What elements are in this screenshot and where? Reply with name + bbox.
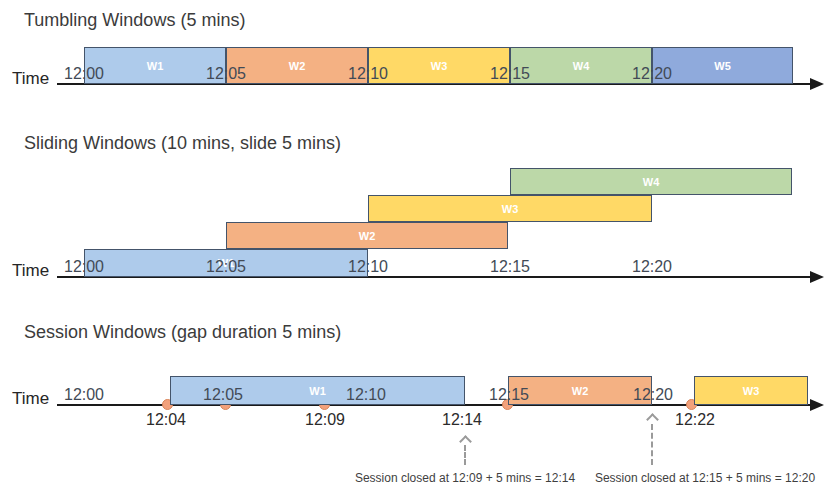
tumbling-tick: 12:00 [64,65,104,83]
tumbling-axis-arrow-icon [810,78,824,90]
sliding-window-w2: W2 [226,222,508,249]
tumbling-window-w1: W1 [84,47,226,84]
session-tick: 12:15 [489,386,529,404]
dashed-arrow-line [651,424,653,465]
window-label: W2 [289,60,306,72]
sliding-tick: 12:00 [64,258,104,276]
session-tick: 12:05 [203,386,243,404]
sliding-title: Sliding Windows (10 mins, slide 5 mins) [24,133,341,154]
tumbling-window-w3: W3 [368,47,510,84]
session-close-caption-2: Session closed at 12:15 + 5 mins = 12:20 [585,471,825,485]
session-title: Session Windows (gap duration 5 mins) [24,322,341,343]
sliding-axis-arrow-icon [810,271,824,283]
tumbling-tick: 12:20 [632,65,672,83]
event-time-label: 12:09 [305,411,345,429]
tumbling-axis-label: Time [12,69,49,89]
session-tick: 12:20 [633,386,673,404]
session-tick: 12:00 [64,386,104,404]
window-label: W3 [431,60,448,72]
tumbling-window-w5: W5 [652,47,793,84]
tumbling-window-w2: W2 [226,47,368,84]
windowing-diagram: Tumbling Windows (5 mins) Time W1 W2 W3 … [0,0,829,498]
event-time-label: 12:04 [146,411,186,429]
tumbling-tick: 12:05 [206,65,246,83]
window-label: W3 [502,203,519,215]
tumbling-tick: 12:15 [490,65,530,83]
session-axis-arrow-icon [810,399,824,411]
dashed-arrow-line [464,445,466,465]
sliding-tick: 12:10 [348,258,388,276]
window-label: W3 [743,385,760,397]
session-window-w2: W2 [508,376,652,405]
session-axis-label: Time [12,389,49,409]
window-label: W4 [643,176,660,188]
window-label: W1 [309,385,326,397]
sliding-tick: 12:20 [632,258,672,276]
window-label: W2 [572,385,589,397]
tumbling-window-w4: W4 [510,47,652,84]
session-close-caption-1: Session closed at 12:09 + 5 mins = 12:14 [345,471,585,485]
sliding-tick: 12:05 [206,258,246,276]
window-label: W1 [147,60,164,72]
window-label: W4 [573,60,590,72]
sliding-tick: 12:15 [490,258,530,276]
event-time-label: 12:22 [675,411,715,429]
event-time-label: 12:14 [442,411,482,429]
window-label: W2 [359,230,376,242]
session-tick: 12:10 [346,386,386,404]
sliding-axis-label: Time [12,261,49,281]
tumbling-tick: 12:10 [348,65,388,83]
sliding-window-w4: W4 [510,168,792,195]
window-label: W5 [714,60,731,72]
sliding-window-w3: W3 [368,195,652,222]
tumbling-title: Tumbling Windows (5 mins) [24,10,245,31]
session-window-w3: W3 [694,376,808,405]
